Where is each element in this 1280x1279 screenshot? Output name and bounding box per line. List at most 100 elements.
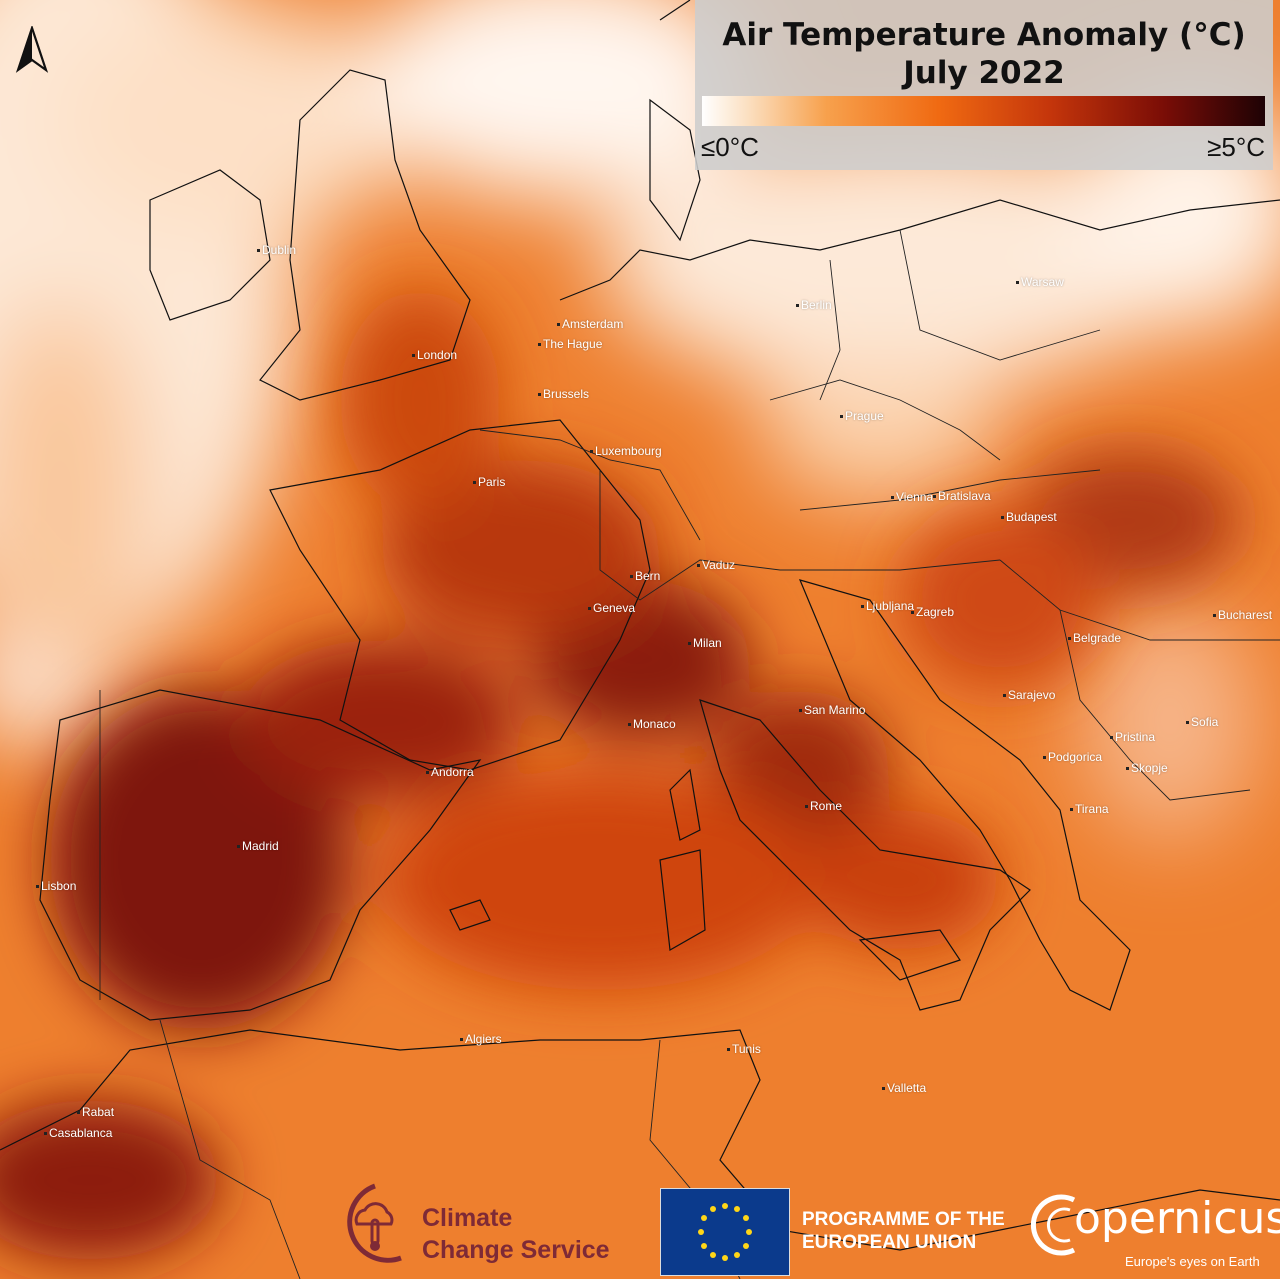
copernicus-tagline: Europe's eyes on Earth (1125, 1254, 1260, 1269)
city-marker-icon (630, 575, 633, 579)
city-label-bucharest: Bucharest (1213, 608, 1272, 622)
city-label-sarajevo: Sarajevo (1003, 688, 1055, 702)
city-marker-icon (1126, 767, 1129, 771)
city-name: Podgorica (1048, 750, 1103, 764)
city-marker-icon (799, 709, 802, 713)
c3s-text: Climate Change Service (422, 1202, 610, 1266)
city-marker-icon (1043, 756, 1046, 760)
city-label-milan: Milan (688, 636, 722, 650)
city-marker-icon (688, 642, 691, 646)
city-marker-icon (538, 393, 541, 397)
city-label-bratislava: Bratislava (933, 489, 991, 503)
city-label-skopje: Skopje (1126, 761, 1168, 775)
city-label-luxembourg: Luxembourg (590, 444, 662, 458)
city-name: Ljubljana (866, 599, 915, 613)
legend-min-label: ≤0°C (701, 132, 759, 162)
city-name: Rabat (82, 1105, 115, 1119)
city-marker-icon (796, 304, 799, 308)
city-marker-icon (557, 323, 560, 327)
city-name: Pristina (1115, 730, 1156, 744)
city-label-tunis: Tunis (727, 1042, 761, 1056)
copernicus-wordmark: opernicus (1074, 1193, 1280, 1244)
city-marker-icon (1068, 637, 1071, 641)
city-name: Monaco (633, 717, 676, 731)
city-label-the-hague: The Hague (538, 337, 602, 351)
city-marker-icon (840, 415, 843, 419)
city-name: Prague (845, 409, 884, 423)
city-label-san-marino: San Marino (799, 703, 865, 717)
city-marker-icon (257, 249, 260, 253)
city-label-dublin: Dublin (257, 243, 296, 257)
city-label-london: London (412, 348, 457, 362)
city-marker-icon (1186, 721, 1189, 725)
city-marker-icon (891, 496, 894, 500)
city-name: Bucharest (1218, 608, 1273, 622)
eu-flag-icon (660, 1188, 790, 1276)
city-marker-icon (77, 1111, 80, 1115)
city-marker-icon (1016, 281, 1019, 285)
city-label-bern: Bern (630, 569, 660, 583)
city-label-podgorica: Podgorica (1043, 750, 1102, 764)
city-name: Milan (693, 636, 722, 650)
city-marker-icon (412, 354, 415, 358)
city-name: San Marino (804, 703, 866, 717)
city-marker-icon (237, 845, 240, 849)
city-name: Vaduz (702, 558, 736, 572)
city-label-budapest: Budapest (1001, 510, 1057, 524)
city-name: Luxembourg (595, 444, 662, 458)
city-name: Valletta (887, 1081, 927, 1095)
city-marker-icon (588, 607, 591, 611)
city-label-lisbon: Lisbon (36, 879, 76, 893)
city-marker-icon (861, 605, 864, 609)
city-name: Bratislava (938, 489, 991, 503)
city-marker-icon (1003, 694, 1006, 698)
city-label-berlin: Berlin (796, 298, 832, 312)
city-name: Algiers (465, 1032, 502, 1046)
city-label-pristina: Pristina (1110, 730, 1155, 744)
legend-color-bar (702, 96, 1265, 126)
city-marker-icon (36, 885, 39, 889)
city-marker-icon (538, 343, 541, 347)
city-name: Paris (478, 475, 506, 489)
copernicus-logo: opernicus Europe's eyes on Earth (1030, 1188, 1280, 1274)
city-marker-icon (882, 1087, 885, 1091)
city-label-casablanca: Casablanca (44, 1126, 112, 1140)
city-label-andorra: Andorra (426, 765, 474, 779)
city-name: Madrid (242, 839, 279, 853)
city-name: Tirana (1075, 802, 1109, 816)
city-marker-icon (1110, 736, 1113, 740)
city-label-ljubljana: Ljubljana (861, 599, 914, 613)
city-name: London (417, 348, 458, 362)
city-label-belgrade: Belgrade (1068, 631, 1121, 645)
city-name: Dublin (262, 243, 297, 257)
city-label-vaduz: Vaduz (697, 558, 735, 572)
city-name: Berlin (801, 298, 832, 312)
city-name: Bern (635, 569, 661, 583)
eu-line1: PROGRAMME OF THE (802, 1209, 1005, 1230)
city-marker-icon (933, 495, 936, 499)
city-marker-icon (426, 771, 429, 775)
city-name: Sofia (1191, 715, 1219, 729)
legend-title-line2: July 2022 (903, 55, 1065, 91)
city-name: Zagreb (916, 605, 955, 619)
city-label-vienna: Vienna (891, 490, 933, 504)
city-name: Belgrade (1073, 631, 1122, 645)
city-marker-icon (1213, 614, 1216, 618)
c3s-logo-icon (347, 1183, 402, 1263)
city-marker-icon (697, 564, 700, 568)
city-label-madrid: Madrid (237, 839, 279, 853)
city-marker-icon (727, 1048, 730, 1052)
city-marker-icon (1001, 516, 1004, 520)
legend-title-line1: Air Temperature Anomaly (°C) (722, 17, 1246, 53)
city-label-tirana: Tirana (1070, 802, 1109, 816)
city-label-monaco: Monaco (628, 717, 676, 731)
city-marker-icon (911, 611, 914, 615)
city-name: Rome (810, 799, 843, 813)
city-name: Skopje (1131, 761, 1168, 775)
city-marker-icon (460, 1038, 463, 1042)
city-marker-icon (805, 805, 808, 809)
c3s-line1: Climate (422, 1204, 513, 1232)
city-marker-icon (1070, 808, 1073, 812)
eu-programme-text: PROGRAMME OF THE EUROPEAN UNION (802, 1208, 1005, 1254)
